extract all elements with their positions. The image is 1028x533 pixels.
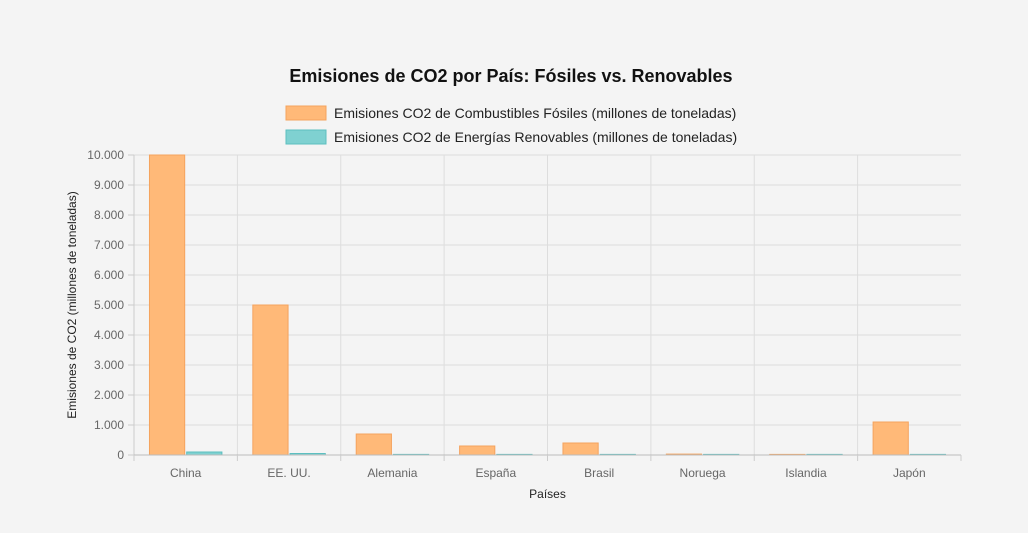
y-tick-label: 4.000 bbox=[94, 328, 124, 342]
legend: Emisiones CO2 de Combustibles Fósiles (m… bbox=[285, 105, 737, 145]
bar-fossil[interactable] bbox=[252, 304, 289, 456]
x-tick-label: Alemania bbox=[367, 466, 417, 480]
x-tick-label: Japón bbox=[893, 466, 926, 480]
y-tick-label: 5.000 bbox=[94, 298, 124, 312]
bars bbox=[148, 154, 947, 456]
x-axis-title: Países bbox=[529, 487, 566, 501]
x-tick-label: EE. UU. bbox=[267, 466, 310, 480]
x-axis-ticks: China EE. UU. Alemania España Brasil Noruega I… bbox=[133, 455, 962, 480]
legend-label-renewable: Emisiones CO2 de Energías Renovables (mi… bbox=[334, 129, 737, 145]
y-tick-label: 6.000 bbox=[94, 268, 124, 282]
legend-label-fossil: Emisiones CO2 de Combustibles Fósiles (m… bbox=[334, 105, 736, 121]
y-axis-title: Emisiones de CO2 (millones de toneladas) bbox=[65, 191, 79, 418]
y-tick-label: 0 bbox=[117, 448, 124, 462]
legend-swatch-renewable bbox=[285, 129, 327, 145]
x-tick-label: España bbox=[475, 466, 516, 480]
y-tick-label: 3.000 bbox=[94, 358, 124, 372]
bar-fossil[interactable] bbox=[872, 421, 909, 456]
y-tick-label: 1.000 bbox=[94, 418, 124, 432]
bar-fossil[interactable] bbox=[562, 442, 599, 456]
x-tick-label: Brasil bbox=[584, 466, 614, 480]
y-axis-ticks: 0 1.000 2.000 3.000 4.000 5.000 6.000 7.000 8.00… bbox=[87, 148, 134, 462]
bar-fossil[interactable] bbox=[459, 445, 496, 456]
legend-swatch-fossil bbox=[285, 105, 327, 121]
bar-fossil[interactable] bbox=[148, 154, 186, 456]
y-tick-label: 9.000 bbox=[94, 178, 124, 192]
bar-fossil[interactable] bbox=[355, 433, 392, 456]
legend-item-fossil[interactable]: Emisiones CO2 de Combustibles Fósiles (m… bbox=[285, 105, 736, 121]
x-tick-label: China bbox=[170, 466, 202, 480]
y-tick-label: 2.000 bbox=[94, 388, 124, 402]
x-tick-label: Islandia bbox=[785, 466, 827, 480]
y-tick-label: 7.000 bbox=[94, 238, 124, 252]
y-tick-label: 10.000 bbox=[87, 148, 124, 162]
legend-item-renewable[interactable]: Emisiones CO2 de Energías Renovables (mi… bbox=[285, 129, 737, 145]
y-tick-label: 8.000 bbox=[94, 208, 124, 222]
x-tick-label: Noruega bbox=[680, 466, 726, 480]
chart-title: Emisiones de CO2 por País: Fósiles vs. R… bbox=[289, 66, 732, 86]
